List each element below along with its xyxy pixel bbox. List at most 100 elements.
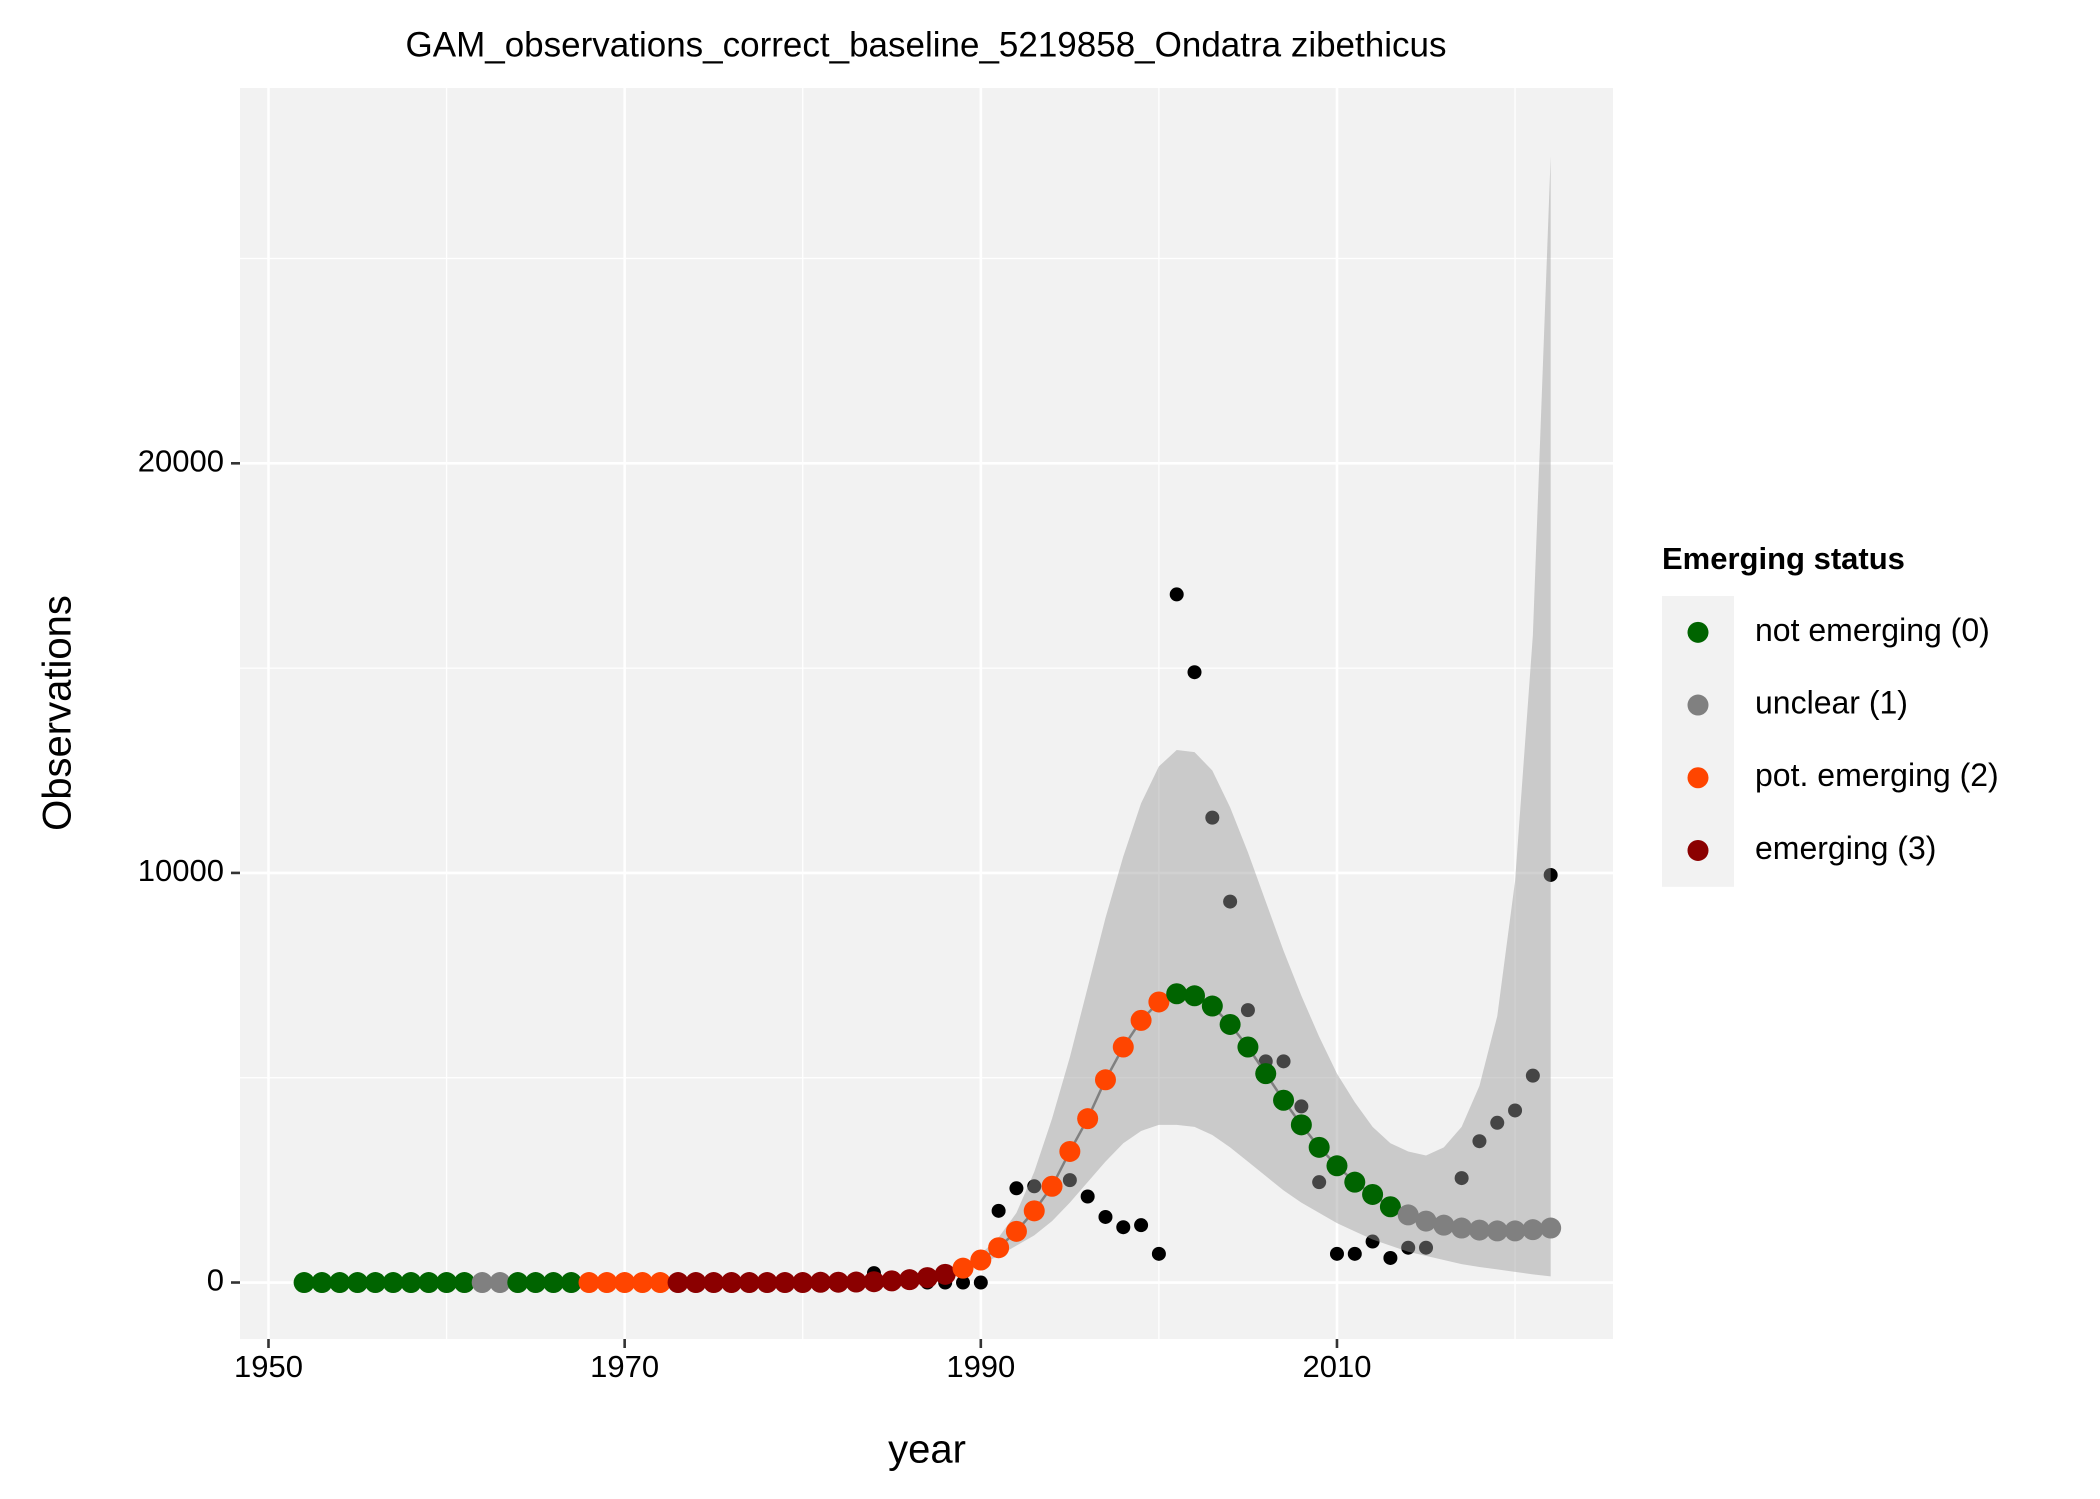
legend-title: Emerging status xyxy=(1662,541,1905,576)
x-tick-label: 1990 xyxy=(946,1349,1015,1384)
fit-point xyxy=(1219,1013,1241,1035)
observed-point xyxy=(1365,1234,1380,1249)
fit-point xyxy=(988,1237,1010,1259)
observed-point xyxy=(1080,1189,1095,1204)
observed-point xyxy=(956,1275,971,1290)
fit-point xyxy=(1486,1220,1508,1242)
fit-point xyxy=(1433,1214,1455,1236)
fit-point xyxy=(667,1272,689,1294)
fit-point xyxy=(1094,1069,1116,1091)
y-tick-label: 0 xyxy=(207,1263,224,1298)
fit-point xyxy=(1379,1196,1401,1218)
fit-point xyxy=(1504,1220,1526,1242)
fit-point xyxy=(916,1267,938,1289)
fit-point xyxy=(1112,1036,1134,1058)
legend-marker xyxy=(1687,694,1709,716)
fit-point xyxy=(1077,1108,1099,1130)
fit-point xyxy=(1468,1219,1490,1241)
fit-point xyxy=(1290,1114,1312,1136)
observed-point xyxy=(1312,1175,1327,1190)
observed-point xyxy=(1383,1250,1398,1265)
observed-point xyxy=(1116,1220,1131,1235)
fit-point xyxy=(596,1272,618,1294)
observed-point xyxy=(1508,1103,1523,1118)
fit-point xyxy=(436,1272,458,1294)
fit-point xyxy=(364,1272,386,1294)
fit-point xyxy=(1148,991,1170,1013)
fit-point xyxy=(845,1271,867,1293)
fit-point xyxy=(400,1272,422,1294)
legend-label: unclear (1) xyxy=(1755,685,1908,721)
x-tick-label: 1950 xyxy=(234,1349,303,1384)
x-tick-label: 2010 xyxy=(1302,1349,1371,1384)
x-tick-label: 1970 xyxy=(590,1349,659,1384)
legend-marker xyxy=(1687,767,1709,789)
observed-point xyxy=(1329,1246,1344,1261)
legend-label: emerging (3) xyxy=(1755,830,1936,866)
fit-point xyxy=(952,1257,974,1279)
fit-point xyxy=(631,1272,653,1294)
fit-point xyxy=(293,1272,315,1294)
observed-point xyxy=(1098,1209,1113,1224)
fit-point xyxy=(721,1272,743,1294)
observed-point xyxy=(1009,1181,1024,1196)
observed-point xyxy=(991,1203,1006,1218)
fit-point xyxy=(685,1272,707,1294)
fit-point xyxy=(525,1272,547,1294)
observed-point xyxy=(1187,665,1202,680)
observed-point xyxy=(1347,1246,1362,1261)
fit-point xyxy=(453,1272,475,1294)
fit-point xyxy=(1059,1140,1081,1162)
fit-point xyxy=(970,1249,992,1271)
observed-point xyxy=(1240,1003,1255,1018)
fit-point xyxy=(1397,1204,1419,1226)
observed-point xyxy=(1419,1240,1434,1255)
observed-point xyxy=(973,1275,988,1290)
legend-key-background xyxy=(1662,596,1734,887)
fit-point xyxy=(810,1271,832,1293)
plot-panel xyxy=(240,88,1613,1339)
fit-point xyxy=(1451,1217,1473,1239)
fit-point xyxy=(1255,1063,1277,1085)
fit-point xyxy=(1130,1009,1152,1031)
fit-point xyxy=(1201,995,1223,1017)
fit-point xyxy=(614,1272,636,1294)
fit-point xyxy=(792,1272,814,1294)
fit-point xyxy=(899,1269,921,1291)
fit-point xyxy=(382,1272,404,1294)
fit-point xyxy=(560,1272,582,1294)
confidence-band xyxy=(304,156,1551,1283)
observed-point xyxy=(1223,894,1238,909)
fit-point xyxy=(1005,1220,1027,1242)
fit-point xyxy=(934,1263,956,1285)
fit-point xyxy=(507,1272,529,1294)
observed-point xyxy=(1525,1068,1540,1083)
fit-point xyxy=(489,1272,511,1294)
fit-point xyxy=(578,1272,600,1294)
fit-point xyxy=(1540,1217,1562,1239)
fit-point xyxy=(774,1272,796,1294)
fit-point xyxy=(471,1272,493,1294)
fit-point xyxy=(738,1272,760,1294)
fit-point xyxy=(1522,1219,1544,1241)
fit-point xyxy=(311,1272,333,1294)
fit-point xyxy=(1308,1136,1330,1158)
observed-point xyxy=(1490,1115,1505,1130)
fit-point xyxy=(1184,985,1206,1007)
fit-point xyxy=(418,1272,440,1294)
chart-title: GAM_observations_correct_baseline_521985… xyxy=(406,25,1447,64)
observed-point xyxy=(1543,867,1558,882)
observed-point xyxy=(1151,1246,1166,1261)
y-axis-title: Observations xyxy=(36,595,80,831)
fit-point xyxy=(649,1272,671,1294)
fit-point xyxy=(542,1272,564,1294)
y-tick-label: 10000 xyxy=(138,853,224,888)
fit-point xyxy=(1237,1036,1259,1058)
observed-point xyxy=(1276,1054,1291,1069)
observed-point xyxy=(1401,1240,1416,1255)
fit-point xyxy=(1273,1089,1295,1111)
fit-point xyxy=(1326,1155,1348,1177)
observed-point xyxy=(1205,810,1220,825)
fit-point xyxy=(827,1271,849,1293)
